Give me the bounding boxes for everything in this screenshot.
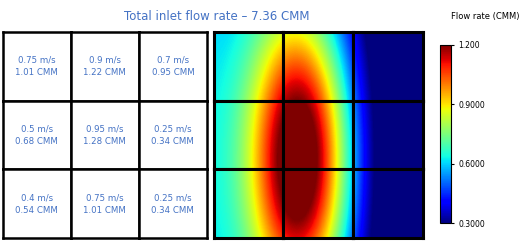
- Text: 0.95 m/s
1.28 CMM: 0.95 m/s 1.28 CMM: [84, 124, 126, 146]
- Text: 0.25 m/s
0.34 CMM: 0.25 m/s 0.34 CMM: [151, 124, 194, 146]
- Text: 0.25 m/s
0.34 CMM: 0.25 m/s 0.34 CMM: [151, 193, 194, 215]
- Text: 0.75 m/s
1.01 CMM: 0.75 m/s 1.01 CMM: [84, 193, 126, 215]
- Text: 0.5 m/s
0.68 CMM: 0.5 m/s 0.68 CMM: [15, 124, 58, 146]
- Text: Total inlet flow rate – 7.36 CMM: Total inlet flow rate – 7.36 CMM: [124, 10, 310, 23]
- Text: 0.75 m/s
1.01 CMM: 0.75 m/s 1.01 CMM: [15, 56, 58, 77]
- Text: 0.7 m/s
0.95 CMM: 0.7 m/s 0.95 CMM: [151, 56, 194, 77]
- Text: 0.4 m/s
0.54 CMM: 0.4 m/s 0.54 CMM: [15, 193, 58, 215]
- Text: Flow rate (CMM): Flow rate (CMM): [451, 12, 520, 21]
- Text: 0.9 m/s
1.22 CMM: 0.9 m/s 1.22 CMM: [84, 56, 126, 77]
